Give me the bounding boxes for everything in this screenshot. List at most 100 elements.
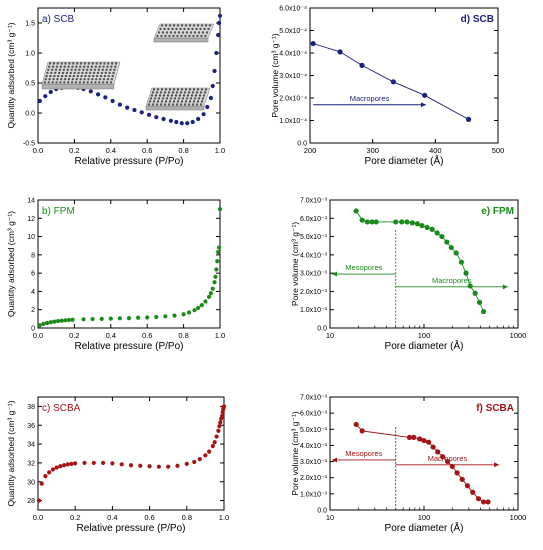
pore-dot — [101, 81, 105, 84]
pore-dot — [183, 27, 186, 31]
y-tick-label: 4.0x10⁻³ — [300, 443, 328, 450]
y-tick-label: 1.0 — [25, 51, 35, 58]
x-tick-label: 400 — [429, 146, 442, 155]
data-point — [464, 483, 471, 489]
pore-dot — [162, 94, 166, 97]
pore-dot — [200, 24, 204, 27]
pore-dot — [187, 27, 190, 31]
y-tick-label: 6 — [31, 271, 35, 278]
data-point — [406, 434, 413, 440]
data-point — [117, 102, 122, 107]
pore-dot — [107, 62, 110, 65]
pore-dot — [175, 103, 179, 106]
data-point — [217, 207, 223, 212]
data-point — [147, 464, 152, 469]
annotation-arrow-head — [494, 462, 500, 468]
data-point — [163, 314, 168, 319]
y-tick-label: 3.0x10⁻⁴ — [279, 73, 307, 80]
data-point — [125, 105, 130, 110]
pore-dot — [95, 62, 98, 65]
annotation-label: Mesopores — [345, 449, 382, 458]
y-tick-label: 0.0 — [317, 508, 327, 515]
data-point — [218, 420, 223, 425]
data-point — [212, 68, 217, 74]
pore-dot — [172, 88, 176, 91]
pore-dot — [55, 65, 59, 68]
pore-dot — [98, 65, 101, 68]
pore-dot — [58, 68, 62, 71]
pore-dot — [179, 91, 183, 94]
y-tick-label: 5.0x10⁻³ — [300, 427, 328, 434]
pore-dot — [110, 78, 114, 81]
pore-dot — [160, 88, 164, 91]
data-point — [184, 461, 189, 466]
data-point — [430, 444, 436, 450]
data-point — [139, 110, 144, 115]
pore-dot — [64, 74, 68, 78]
annotation-label: Macropores — [432, 276, 472, 285]
pore-dot — [82, 81, 85, 84]
x-tick-label: 0.8 — [178, 331, 188, 340]
pore-dot — [188, 24, 192, 27]
data-point — [108, 316, 113, 321]
x-tick-label: 10 — [326, 331, 334, 340]
pore-dot — [43, 81, 47, 84]
data-point — [197, 457, 202, 462]
pore-dot — [168, 100, 172, 103]
x-axis-label: Relative pressure (P/Po) — [75, 156, 184, 167]
pore-dot — [81, 71, 84, 75]
pore-dot — [152, 88, 156, 91]
data-point — [136, 315, 141, 320]
pore-dot — [113, 68, 116, 71]
pore-dot — [200, 100, 204, 103]
pore-dot — [184, 34, 187, 38]
y-tick-label: 6.0x10⁻⁴ — [279, 6, 307, 13]
pore-dot — [78, 81, 82, 84]
x-tick-label: 1.0 — [219, 513, 229, 522]
pore-dot — [99, 74, 103, 78]
pore-dot — [101, 68, 104, 71]
data-point — [216, 32, 221, 38]
pore-dot — [193, 31, 197, 34]
x-tick-label: 0.0 — [33, 331, 43, 340]
data-point — [426, 439, 432, 445]
pore-dot — [63, 81, 66, 84]
pore-dot — [192, 24, 196, 27]
pore-dot — [148, 100, 152, 103]
pore-dot — [160, 24, 164, 27]
data-point — [390, 79, 396, 85]
pore-dot — [98, 81, 101, 84]
data-point — [175, 463, 180, 468]
pore-dot — [53, 74, 56, 78]
pore-dot — [188, 100, 192, 103]
data-point — [404, 219, 410, 225]
pore-dot — [180, 34, 183, 38]
pore-dot — [108, 71, 111, 75]
y-tick-label: 3.0x10⁻³ — [300, 459, 328, 466]
pore-dot — [51, 81, 54, 84]
pore-dot — [72, 74, 75, 78]
pore-dot — [152, 100, 156, 103]
pore-dot — [60, 78, 63, 81]
data-point — [203, 453, 208, 458]
pore-dot — [201, 31, 205, 34]
data-point — [54, 465, 59, 470]
pore-dot — [182, 94, 186, 97]
pore-dot — [95, 78, 98, 81]
pore-dot — [57, 74, 60, 78]
data-point — [154, 314, 159, 320]
data-point — [172, 313, 177, 318]
data-point — [73, 461, 78, 466]
pore-dot — [48, 62, 52, 65]
pore-dot — [191, 27, 194, 31]
pore-dot — [83, 78, 86, 81]
pore-dot — [176, 100, 180, 103]
data-point — [214, 434, 219, 439]
pore-dot — [155, 103, 159, 106]
x-tick-label: 0.0 — [33, 146, 43, 155]
pore-dot — [165, 31, 169, 34]
pore-dot — [187, 91, 191, 94]
data-point — [480, 499, 487, 505]
pore-dot — [179, 27, 182, 31]
chart-title: b) FPM — [42, 206, 75, 217]
